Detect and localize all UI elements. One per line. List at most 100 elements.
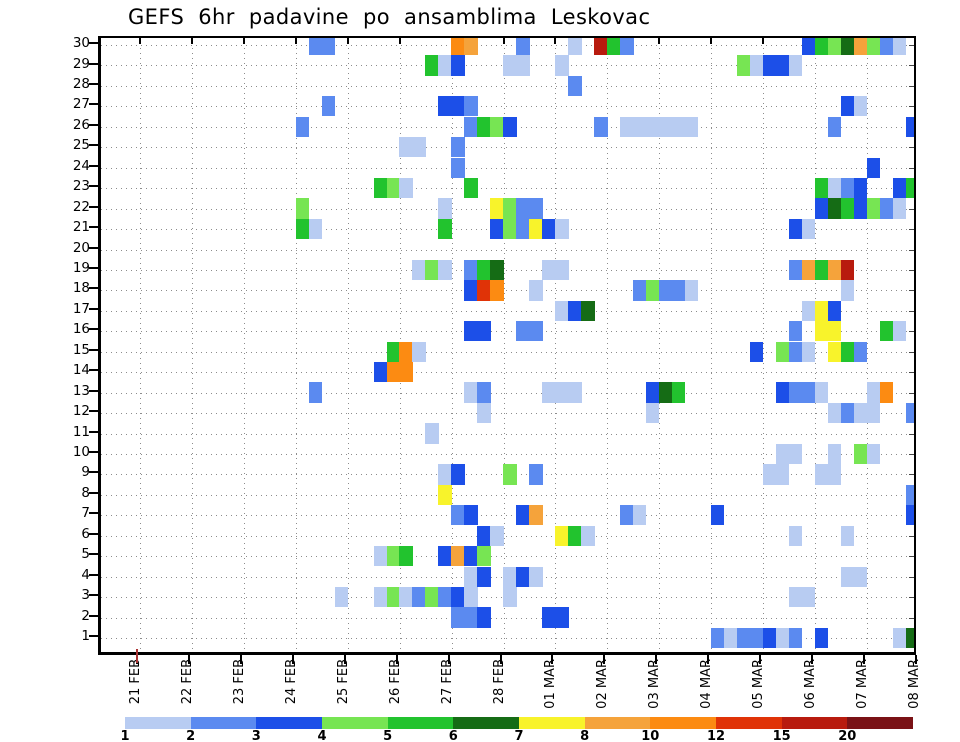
heatmap-cell [477,607,491,628]
gridline-h [101,372,914,374]
gridline-v [815,38,817,652]
colorbar-label: 8 [580,729,590,742]
gridline-h [101,249,914,251]
y-axis-tick [89,287,98,290]
heatmap-cell [866,402,881,424]
colorbar [125,717,914,729]
x-axis-tick [707,655,710,664]
gridline-v [243,38,245,652]
heatmap-cell [503,566,517,587]
y-axis-tick [89,246,98,249]
heatmap-cell [568,382,582,403]
y-axis-tick [89,553,98,556]
heatmap-cell [568,300,582,321]
heatmap-cell [373,586,387,608]
heatmap-cell [776,627,790,649]
colorbar-label: 10 [641,729,660,742]
y-axis-label: 3 [81,587,90,604]
heatmap-cell [789,586,803,608]
heatmap-cell [412,586,426,608]
colorbar-label: 5 [383,729,393,742]
colorbar-label: 6 [448,729,458,742]
colorbar-label: 2 [186,729,196,742]
heatmap-cell [789,443,803,465]
heatmap-cell [529,280,543,301]
colorbar-label: 20 [838,729,857,742]
gridline-v [347,38,349,652]
row-tick-right [909,106,914,108]
heatmap-cell [801,259,816,281]
heatmap-cell [866,198,881,219]
top-tick [554,38,557,44]
heatmap-cell [529,218,543,240]
heatmap-cell [633,280,647,301]
heatmap-cell [853,341,868,362]
gridline-v [659,38,661,652]
x-axis-label: 08 MAR [907,659,922,709]
heatmap-cell [568,75,582,97]
heatmap-cell [581,300,595,321]
heatmap-cell [581,525,595,546]
colorbar-label: 4 [317,729,327,742]
heatmap-cell [425,423,439,444]
x-axis-tick [343,655,346,664]
colorbar-label: 3 [251,729,261,742]
gridline-h [101,147,914,149]
heatmap-cell [840,341,855,362]
heatmap-cell [814,38,829,56]
heatmap-cell [801,341,816,362]
heatmap-cell [451,137,465,158]
y-axis-label: 27 [72,96,90,113]
colorbar-segment [584,717,651,729]
chart-title: GEFS 6hr padavine po ansamblima Leskovac [128,5,651,29]
heatmap-cell [672,280,686,301]
heatmap-cell [646,402,660,424]
y-axis-label: 14 [72,362,90,379]
heatmap-cell [763,464,777,485]
y-axis-tick [89,471,98,474]
heatmap-cell [555,525,569,546]
heatmap-cell [853,178,868,199]
gridline-v [191,38,193,652]
colorbar-segment [256,717,323,729]
y-axis-tick [89,614,98,617]
x-axis-tick [915,655,917,664]
heatmap-cell [477,382,491,403]
colorbar-segment [519,717,585,729]
heatmap-cell [451,607,465,628]
heatmap-cell [853,96,868,117]
heatmap-cell [516,55,530,76]
heatmap-cell [321,96,335,117]
heatmap-cell [568,525,582,546]
heatmap-cell [776,464,790,485]
y-axis-tick [89,451,98,453]
top-tick [346,38,349,44]
heatmap-cell [438,586,452,608]
heatmap-cell [542,259,556,281]
heatmap-cell [464,586,478,608]
heatmap-cell [386,341,400,362]
y-axis-label: 2 [81,607,90,624]
row-tick-right [909,372,914,374]
heatmap-cell [425,55,439,76]
heatmap-cell [776,341,790,362]
row-tick-right [909,65,914,67]
heatmap-cell [789,55,803,76]
heatmap-cell [814,259,829,281]
y-axis-label: 25 [72,137,90,154]
gridline-v [711,38,713,652]
heatmap-cell [516,505,530,526]
x-axis-tick [499,655,502,664]
y-axis-label: 26 [72,116,90,133]
heatmap-cell [516,198,530,219]
y-axis-label: 24 [72,157,90,174]
top-tick [398,38,401,44]
heatmap-cell [464,259,478,281]
gridline-v [295,38,297,652]
x-axis-tick [655,655,658,664]
heatmap-cell [555,607,569,628]
heatmap-cell [490,198,504,219]
gridline-h [101,45,914,46]
heatmap-cell [490,116,504,137]
heatmap-cell [464,280,478,301]
